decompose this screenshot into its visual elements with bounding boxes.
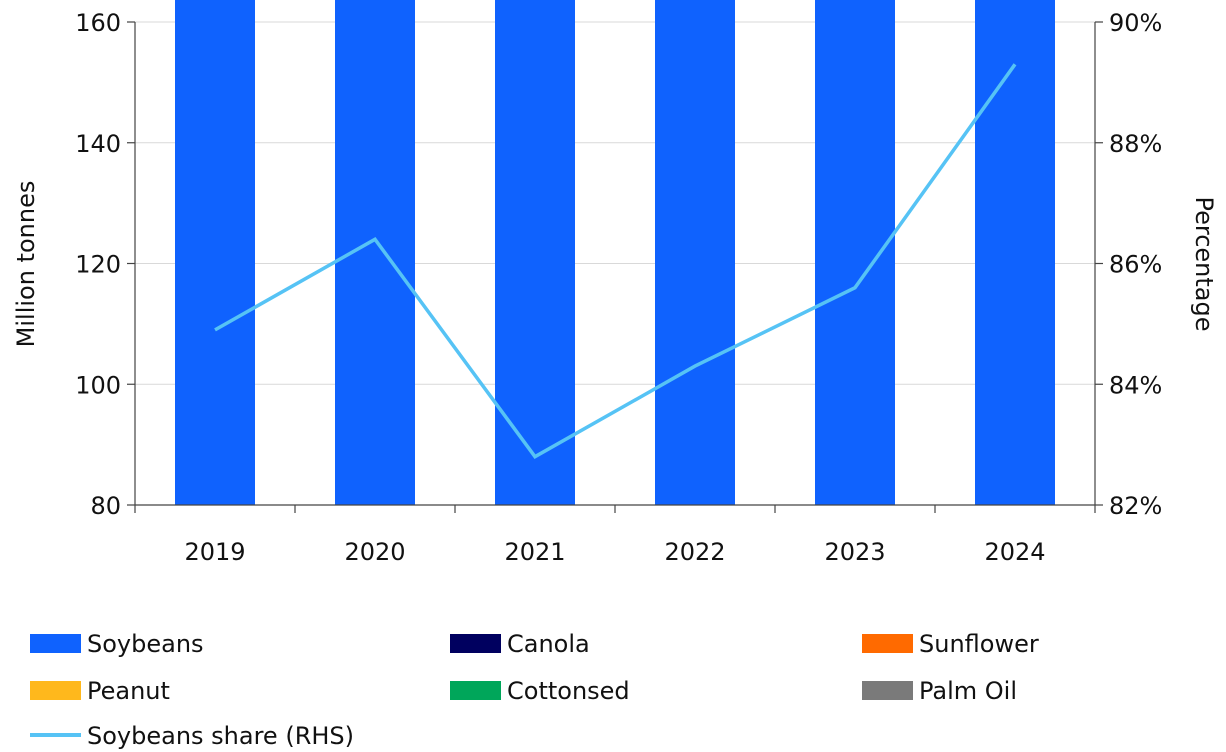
bar-soybeans-2024 [975,0,1055,506]
right-tick-label: 84% [1109,371,1162,399]
legend-label: Peanut [87,677,170,705]
legend-label: Soybeans [87,630,204,658]
right-tick-label: 88% [1109,130,1162,158]
bar-soybeans-2023 [815,0,895,505]
soybeans-share-line [214,63,1017,459]
legend: Soybeans Canola Sunflower Peanut Cottonsed Pa… [30,630,1039,750]
x-tick-label: 2020 [344,538,405,566]
gridlines [135,21,1095,506]
legend-label: Palm Oil [919,677,1017,705]
y-axis-title: Million tonnes [12,181,40,348]
x-tick-label: 2023 [824,538,885,566]
legend-label: Soybeans share (RHS) [87,722,354,750]
left-tick-label: 120 [75,251,121,279]
legend-swatch-soybeans [30,634,81,653]
bars [175,0,1055,506]
left-tick-label: 160 [75,9,121,37]
y2-axis-title: Percentage [1190,196,1218,331]
bar-soybeans-2020 [335,0,415,506]
legend-swatch-palm-oil [862,681,913,700]
right-tick-label: 90% [1109,9,1162,37]
bar-soybeans-2021 [495,0,575,505]
x-tick-label: 2022 [664,538,725,566]
left-tick-label: 100 [75,371,121,399]
legend-label: Cottonsed [507,677,630,705]
soybeans-share-polyline [214,63,1017,459]
legend-swatch-canola [450,634,501,653]
legend-swatch-peanut [30,681,81,700]
legend-label: Sunflower [919,630,1039,658]
legend-swatch-sunflower [862,634,913,653]
x-tick-label: 2019 [184,538,245,566]
bar-soybeans-2022 [655,0,735,506]
x-tick-label: 2024 [984,538,1045,566]
x-tick-label: 2021 [504,538,565,566]
axes: 80 100 120 140 160 82% 84% 86% 88% 90% 2019 2020 202… [12,9,1218,566]
bar-soybeans-2019 [175,0,255,505]
right-tick-label: 82% [1109,492,1162,520]
left-tick-label: 140 [75,130,121,158]
right-tick-label: 86% [1109,251,1162,279]
left-tick-label: 80 [90,492,121,520]
legend-label: Canola [507,630,590,658]
legend-swatch-cottonsed [450,681,501,700]
